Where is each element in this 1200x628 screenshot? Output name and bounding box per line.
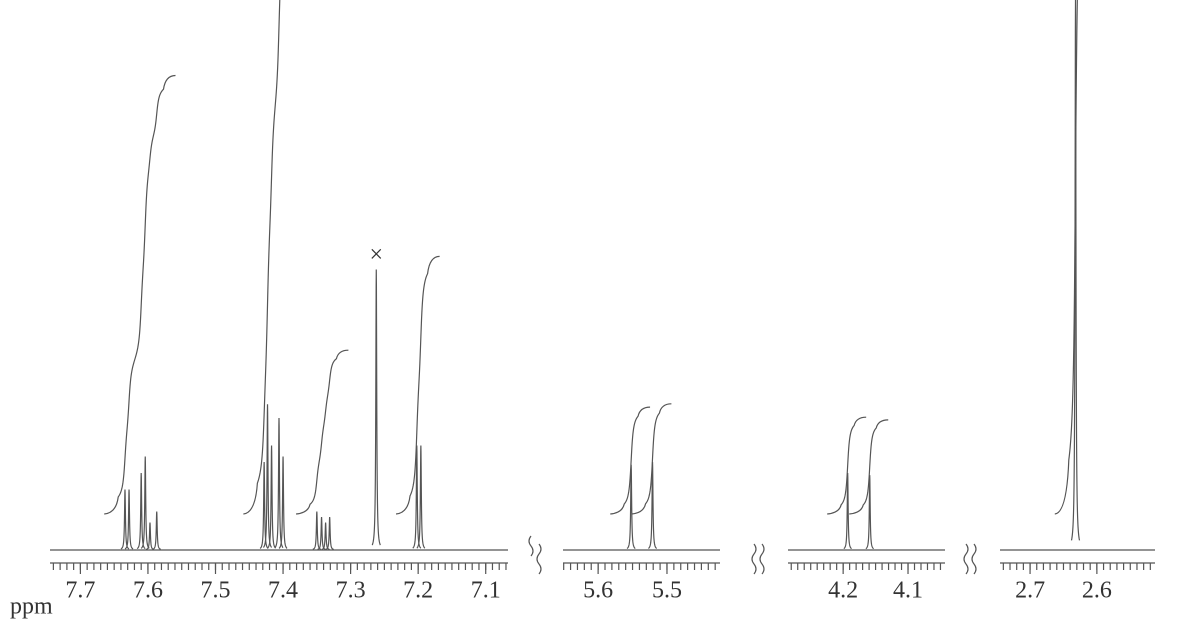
peak — [152, 511, 161, 550]
peak — [312, 511, 322, 550]
peak — [140, 456, 150, 549]
axis-break — [751, 543, 757, 575]
annotation: × — [370, 242, 384, 268]
x-tick-label: 2.7 — [1015, 578, 1045, 604]
spectrum-segment — [563, 403, 720, 551]
peak — [371, 269, 381, 546]
axis-break — [759, 543, 765, 575]
x-tick-label: 7.2 — [403, 578, 433, 604]
spectrum-segment — [50, 0, 508, 551]
x-tick-label: 7.1 — [471, 578, 501, 604]
x-tick-label: 4.2 — [828, 578, 858, 604]
peak — [325, 516, 334, 550]
x-tick-label: 4.1 — [893, 578, 923, 604]
peak — [267, 445, 277, 549]
integral-curve — [849, 419, 889, 515]
peak — [843, 472, 852, 550]
spectrum-segment — [788, 416, 945, 551]
x-tick-label: 7.4 — [268, 578, 298, 604]
x-tick-label: 7.5 — [201, 578, 231, 604]
integral-curve — [610, 406, 651, 515]
axis-break — [528, 535, 534, 557]
peak — [1070, 0, 1081, 541]
integral-curve — [631, 403, 672, 515]
x-tick-label: 7.7 — [65, 578, 95, 604]
peak — [136, 472, 146, 550]
x-tick-label: 2.6 — [1082, 578, 1112, 604]
x-tick-label: 7.6 — [133, 578, 163, 604]
peak — [278, 456, 288, 549]
integral-curve — [1054, 0, 1078, 515]
peak — [626, 464, 636, 549]
peak — [274, 417, 284, 549]
axis-break — [963, 543, 969, 575]
integral-curve — [395, 255, 440, 515]
peak — [262, 404, 273, 548]
integral-curve — [827, 416, 867, 515]
axis-break — [536, 543, 542, 575]
axis-break — [971, 543, 977, 575]
x-axis-label: ppm — [10, 594, 53, 620]
axis-breaks — [528, 535, 977, 575]
peak — [416, 445, 426, 549]
peak — [259, 461, 269, 549]
integral-curve — [104, 74, 176, 515]
x-tick-label: 5.6 — [583, 578, 613, 604]
peak — [317, 516, 326, 550]
peak — [124, 489, 134, 550]
peak — [865, 475, 874, 550]
x-tick-label: 7.3 — [336, 578, 366, 604]
spectrum-segment — [1000, 0, 1155, 551]
peak — [321, 522, 330, 551]
integral-curve — [243, 0, 281, 515]
x-tick-label: 5.5 — [652, 578, 682, 604]
peak — [120, 489, 130, 550]
integral-curve — [296, 349, 349, 515]
peak — [648, 461, 657, 549]
